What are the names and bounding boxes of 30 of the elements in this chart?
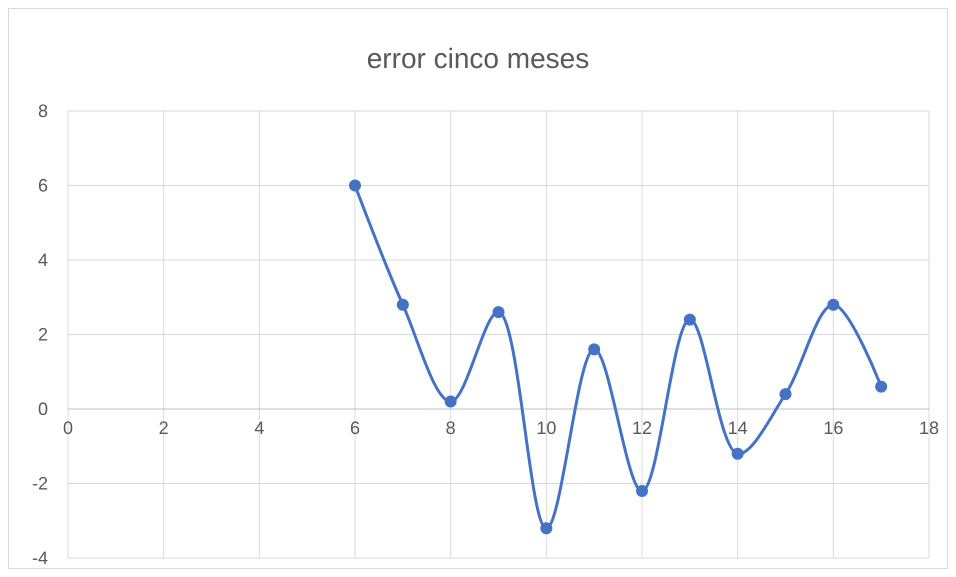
x-tick-label: 14 [728, 418, 748, 438]
y-tick-label: 4 [38, 250, 48, 270]
x-tick-label: 6 [350, 418, 360, 438]
point [732, 448, 744, 460]
x-tick-label: 10 [536, 418, 556, 438]
point [780, 388, 792, 400]
y-tick-label: 0 [38, 399, 48, 419]
point [827, 298, 840, 311]
y-tick-label: 6 [38, 176, 48, 196]
y-tick-label: 2 [38, 324, 48, 344]
chart-title: error cinco meses [366, 43, 590, 74]
y-tick-label: -4 [32, 548, 48, 568]
x-tick-label: 2 [158, 418, 169, 438]
point [540, 522, 552, 534]
point [684, 314, 696, 326]
x-tick-label: 18 [918, 418, 940, 438]
y-tick-label: -2 [32, 474, 48, 494]
x-tick-label: 16 [823, 418, 844, 438]
point [588, 343, 600, 356]
point [636, 484, 648, 497]
x-tick-label: 12 [632, 418, 652, 438]
point [492, 306, 504, 318]
point [349, 180, 361, 192]
y-tick-label: 8 [38, 101, 48, 121]
x-tick-label: 0 [62, 418, 74, 438]
x-tick-label: 4 [254, 418, 264, 438]
x-tick-label: 8 [446, 418, 456, 438]
point [396, 298, 409, 311]
point [444, 396, 457, 408]
point [875, 380, 888, 393]
